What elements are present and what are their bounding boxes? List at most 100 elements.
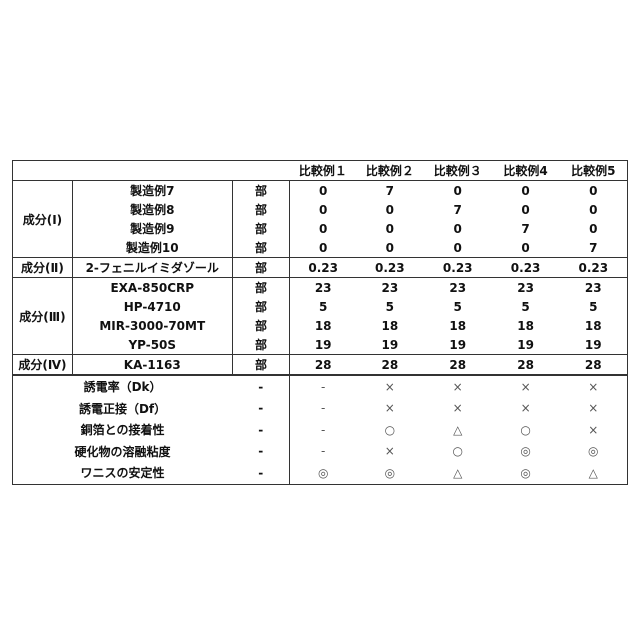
value-cell: 5 (424, 297, 492, 316)
rating-cell: ○ (424, 441, 492, 463)
value-cell: 19 (356, 335, 424, 355)
rating-cell: ◎ (560, 441, 628, 463)
group-label: 成分(Ⅱ) (13, 258, 73, 278)
value-cell: 18 (424, 316, 492, 335)
header-cell: 比較例１ (290, 161, 356, 181)
value-cell: 28 (356, 355, 424, 376)
rating-cell: △ (424, 462, 492, 484)
value-cell: 18 (492, 316, 560, 335)
rating-cell: × (492, 398, 560, 420)
value-cell: 0.23 (424, 258, 492, 278)
value-cell: 7 (424, 200, 492, 219)
rating-cell: - (290, 375, 356, 398)
value-cell: 0 (356, 219, 424, 238)
table-row: 製造例8部00700 (13, 200, 628, 219)
table-row: 成分(Ⅲ)EXA-850CRP部2323232323 (13, 278, 628, 298)
table-row: HP-4710部55555 (13, 297, 628, 316)
unit-cell: 部 (232, 316, 290, 335)
table-row: 成分(Ⅰ)製造例7部07000 (13, 181, 628, 201)
unit-cell: 部 (232, 278, 290, 298)
evaluation-name: ワニスの安定性 (13, 462, 233, 484)
unit-cell: 部 (232, 181, 290, 201)
evaluation-row: 硬化物の溶融粘度--×○◎◎ (13, 441, 628, 463)
unit-cell: 部 (232, 335, 290, 355)
component-name: EXA-850CRP (72, 278, 232, 298)
value-cell: 28 (290, 355, 356, 376)
value-cell: 28 (492, 355, 560, 376)
value-cell: 5 (492, 297, 560, 316)
rating-cell: - (290, 398, 356, 420)
evaluation-name: 銅箔との接着性 (13, 419, 233, 441)
evaluation-name: 誘電正接（Df） (13, 398, 233, 420)
component-name: HP-4710 (72, 297, 232, 316)
component-name: 2-フェニルイミダゾール (72, 258, 232, 278)
value-cell: 0 (356, 238, 424, 258)
rating-cell: × (560, 419, 628, 441)
header-cell: 比較例３ (424, 161, 492, 181)
group-label: 成分(Ⅲ) (13, 278, 73, 355)
group-label: 成分(Ⅰ) (13, 181, 73, 258)
component-name: MIR-3000-70MT (72, 316, 232, 335)
value-cell: 0 (492, 238, 560, 258)
rating-cell: - (290, 441, 356, 463)
component-name: 製造例8 (72, 200, 232, 219)
value-cell: 23 (424, 278, 492, 298)
value-cell: 0 (560, 219, 628, 238)
value-cell: 0.23 (290, 258, 356, 278)
value-cell: 28 (424, 355, 492, 376)
unit-cell: - (232, 462, 290, 484)
value-cell: 0.23 (560, 258, 628, 278)
unit-cell: - (232, 398, 290, 420)
value-cell: 0 (290, 181, 356, 201)
value-cell: 0 (424, 181, 492, 201)
rating-cell: × (560, 375, 628, 398)
comparison-table: 比較例１ 比較例２ 比較例３ 比較例4 比較例5 成分(Ⅰ)製造例7部07000… (12, 160, 628, 485)
value-cell: 0.23 (356, 258, 424, 278)
value-cell: 0 (290, 238, 356, 258)
unit-cell: 部 (232, 219, 290, 238)
unit-cell: 部 (232, 238, 290, 258)
table-row: YP-50S部1919191919 (13, 335, 628, 355)
evaluation-row: 誘電正接（Df）--×××× (13, 398, 628, 420)
rating-cell: × (356, 398, 424, 420)
value-cell: 0 (492, 200, 560, 219)
evaluation-section: 誘電率（Dk）--××××誘電正接（Df）--××××銅箔との接着性--○△○×… (13, 375, 628, 484)
unit-cell: - (232, 441, 290, 463)
table-row: 製造例9部00070 (13, 219, 628, 238)
component-group: 成分(Ⅱ)2-フェニルイミダゾール部0.230.230.230.230.23 (13, 258, 628, 278)
evaluation-row: ワニスの安定性-◎◎△◎△ (13, 462, 628, 484)
rating-cell: × (356, 375, 424, 398)
value-cell: 5 (560, 297, 628, 316)
rating-cell: - (290, 419, 356, 441)
value-cell: 19 (560, 335, 628, 355)
header-blank (13, 161, 290, 181)
rating-cell: ◎ (290, 462, 356, 484)
value-cell: 0 (560, 181, 628, 201)
rating-cell: △ (560, 462, 628, 484)
evaluation-row: 誘電率（Dk）--×××× (13, 375, 628, 398)
value-cell: 19 (290, 335, 356, 355)
value-cell: 7 (356, 181, 424, 201)
evaluation-name: 誘電率（Dk） (13, 375, 233, 398)
evaluation-name: 硬化物の溶融粘度 (13, 441, 233, 463)
value-cell: 7 (560, 238, 628, 258)
value-cell: 0 (290, 200, 356, 219)
value-cell: 18 (290, 316, 356, 335)
component-group: 成分(Ⅰ)製造例7部07000製造例8部00700製造例9部00070製造例10… (13, 181, 628, 258)
value-cell: 18 (356, 316, 424, 335)
component-name: 製造例7 (72, 181, 232, 201)
rating-cell: × (424, 398, 492, 420)
rating-cell: △ (424, 419, 492, 441)
value-cell: 0 (290, 219, 356, 238)
value-cell: 23 (290, 278, 356, 298)
value-cell: 23 (356, 278, 424, 298)
value-cell: 28 (560, 355, 628, 376)
table-row: 成分(Ⅳ)KA-1163部2828282828 (13, 355, 628, 376)
component-group: 成分(Ⅲ)EXA-850CRP部2323232323HP-4710部55555M… (13, 278, 628, 355)
unit-cell: 部 (232, 355, 290, 376)
value-cell: 5 (290, 297, 356, 316)
unit-cell: 部 (232, 200, 290, 219)
value-cell: 7 (492, 219, 560, 238)
value-cell: 0 (560, 200, 628, 219)
value-cell: 5 (356, 297, 424, 316)
